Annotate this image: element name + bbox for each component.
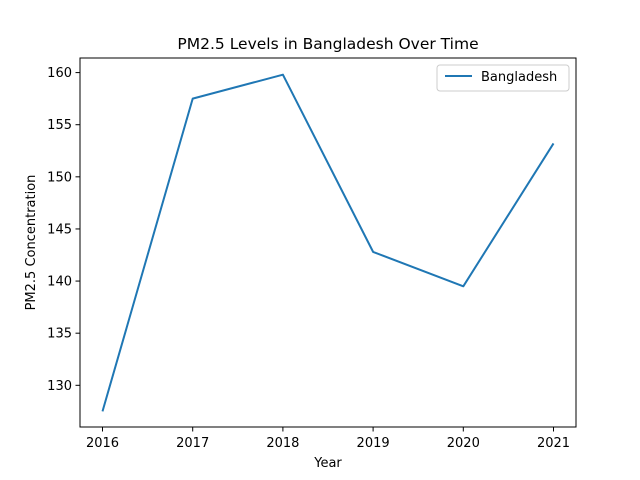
y-tick-label: 160 [47,66,72,81]
x-tick-label: 2021 [537,436,570,451]
x-tick-label: 2017 [176,436,209,451]
y-tick-label: 140 [47,275,72,290]
x-axis-label: Year [313,456,342,471]
x-tick-label: 2019 [357,436,390,451]
y-tick-label: 150 [47,170,72,185]
y-axis: 130 135 140 145 150 155 160 [47,66,80,394]
legend: Bangladesh [436,64,570,92]
x-tick-label: 2016 [86,436,119,451]
chart-title: PM2.5 Levels in Bangladesh Over Time [177,35,478,53]
legend-label-bangladesh: Bangladesh [481,70,557,85]
y-tick-label: 155 [47,118,72,133]
y-axis-label: PM2.5 Concentration [24,175,39,311]
series-line-bangladesh [101,73,555,412]
plot-frame [79,57,577,428]
x-axis: 2016 2017 2018 2019 2020 2021 [86,427,570,451]
legend-box [436,64,570,92]
x-tick-label: 2020 [447,436,480,451]
series-layer [101,73,555,412]
y-tick-label: 130 [47,379,72,394]
y-tick-label: 135 [47,327,72,342]
y-tick-label: 145 [47,222,72,237]
x-tick-label: 2018 [266,436,299,451]
